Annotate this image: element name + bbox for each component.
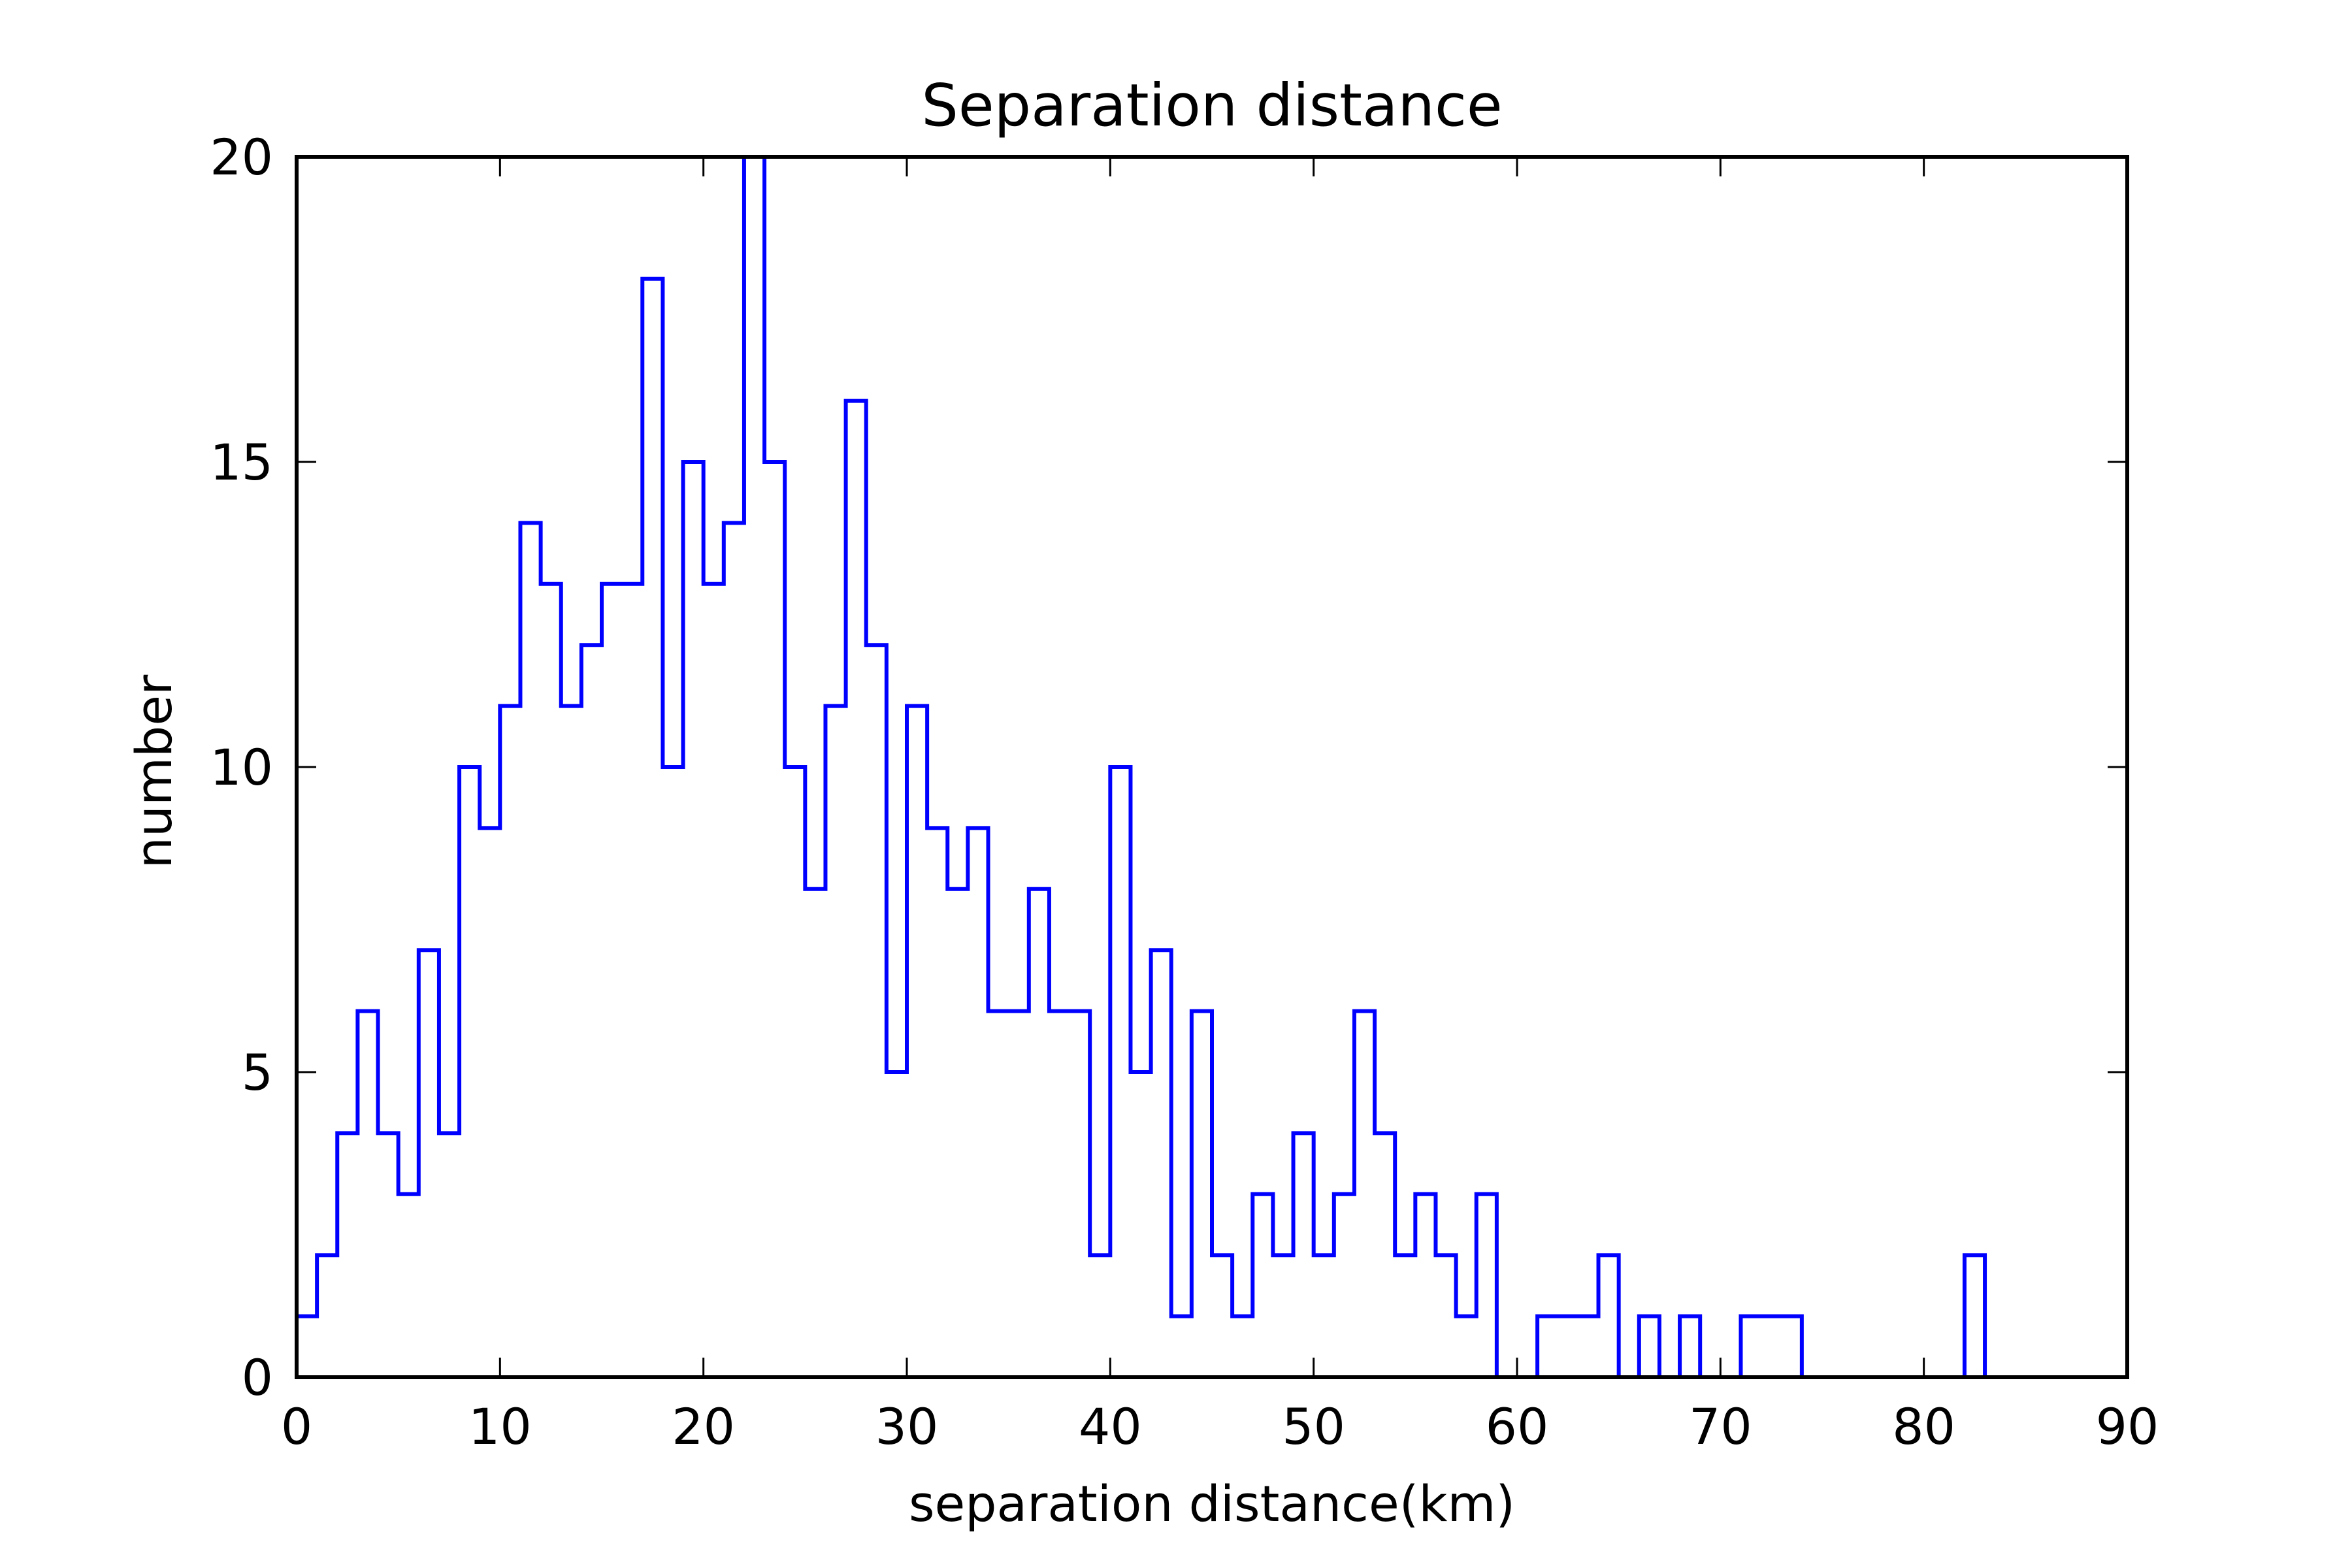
plot-area: 0 10 20 30 40 50 60 70 80 90 0 5 10 15 20 — [210, 128, 2159, 1456]
y-tick-label: 5 — [242, 1043, 273, 1102]
x-tick-label: 30 — [875, 1397, 939, 1456]
x-tick-label: 0 — [281, 1397, 312, 1456]
histogram-step-line — [297, 157, 1987, 1377]
x-axis-label: separation distance(km) — [909, 1475, 1515, 1533]
x-tick-label: 20 — [672, 1397, 735, 1456]
x-tick-label: 60 — [1486, 1397, 1549, 1456]
x-tick-label: 40 — [1079, 1397, 1142, 1456]
y-tick-label: 20 — [210, 128, 273, 186]
x-tick-label: 90 — [2096, 1397, 2159, 1456]
y-axis-label: number — [125, 674, 183, 868]
x-tick-label: 10 — [468, 1397, 532, 1456]
x-tick-label: 80 — [1892, 1397, 1955, 1456]
x-tick-label: 50 — [1282, 1397, 1345, 1456]
chart-title: Separation distance — [921, 71, 1502, 139]
x-tick-label: 70 — [1689, 1397, 1752, 1456]
y-tick-label: 10 — [210, 738, 273, 796]
y-tick-label: 15 — [210, 433, 273, 491]
y-tick-label: 0 — [242, 1348, 273, 1407]
